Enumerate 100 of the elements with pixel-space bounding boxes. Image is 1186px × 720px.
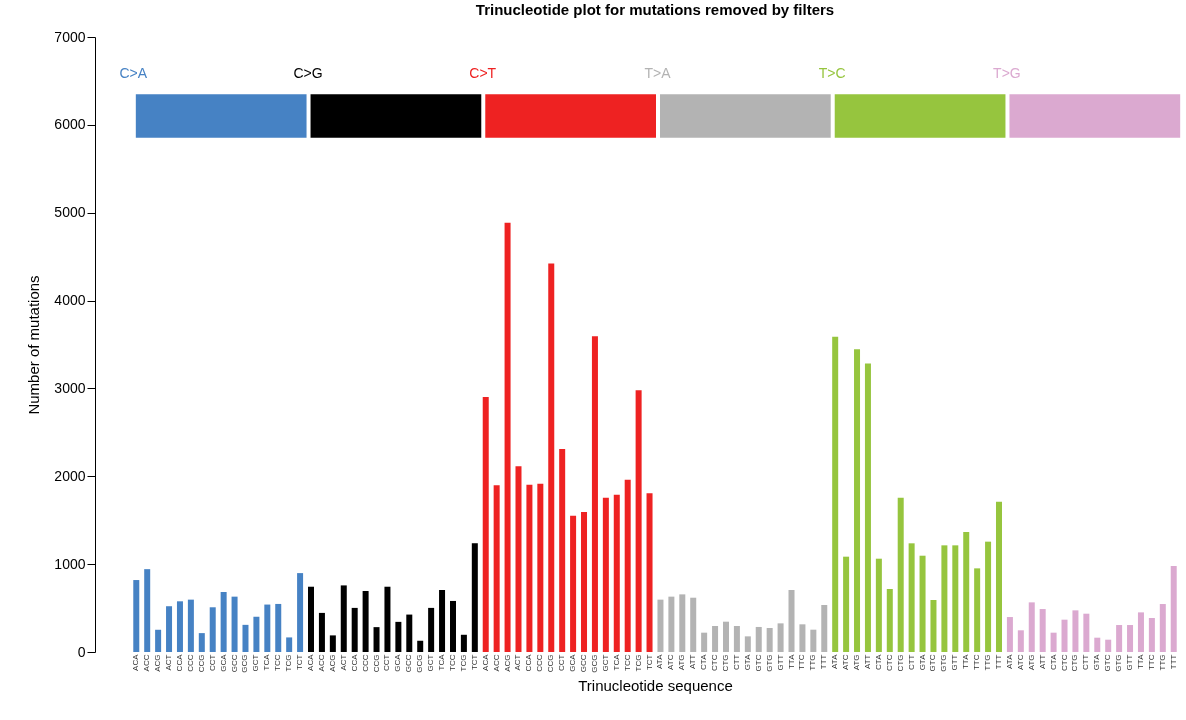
- y-tick-label: 6000: [54, 116, 86, 133]
- x-tick-label: TCG: [458, 654, 468, 672]
- bar: [679, 594, 686, 652]
- x-tick-label: TCC: [273, 654, 283, 671]
- x-tick-label: TCT: [469, 654, 479, 671]
- bar: [460, 634, 467, 652]
- x-tick-label: ACG: [153, 654, 163, 672]
- x-tick-label: ATC: [841, 654, 851, 670]
- x-tick-label: TTT: [819, 654, 829, 670]
- bar: [1105, 639, 1112, 652]
- x-tick-label: ATC: [1015, 654, 1025, 670]
- bar: [1148, 618, 1155, 652]
- x-tick-label: ACA: [480, 653, 490, 671]
- x-tick-label: TCG: [284, 654, 294, 672]
- x-tick-label: CCT: [382, 654, 392, 671]
- x-tick-label: CTT: [731, 654, 741, 671]
- x-tick-label: GTG: [764, 654, 774, 672]
- bar: [1039, 609, 1046, 652]
- bar: [428, 607, 435, 652]
- bar: [1028, 602, 1035, 652]
- text: C>A: [119, 64, 148, 81]
- x-tick-label: ATT: [862, 654, 872, 670]
- x-tick-label: TCT: [644, 654, 654, 671]
- bar: [744, 636, 751, 652]
- bar: [591, 336, 598, 652]
- bar: [941, 545, 948, 652]
- x-tick-label: CCG: [371, 654, 381, 673]
- x-tick-label: CTC: [710, 654, 720, 671]
- x-tick-label: ACT: [513, 654, 523, 671]
- bar: [493, 485, 500, 652]
- x-tick-label: ACC: [491, 654, 501, 672]
- x-tick-label: GTT: [775, 654, 785, 671]
- x-tick-label: GCT: [426, 654, 436, 672]
- x-tick-label: CCA: [349, 653, 359, 672]
- bar: [318, 612, 325, 652]
- bar: [297, 573, 304, 652]
- bar: [1083, 613, 1090, 652]
- bar: [963, 531, 970, 652]
- x-tick-label: TTT: [993, 654, 1003, 670]
- x-tick-label: ACC: [316, 654, 326, 672]
- x-tick-label: ACA: [306, 653, 316, 671]
- x-tick-label: GCC: [579, 654, 589, 673]
- bar: [275, 603, 282, 652]
- x-tick-label: GCC: [229, 654, 239, 673]
- x-tick-label: ACT: [164, 654, 174, 671]
- x-tick-label: TCG: [633, 654, 643, 672]
- x-tick-label: GTC: [753, 654, 763, 672]
- bar: [832, 336, 839, 652]
- bar: [406, 614, 413, 652]
- bar: [144, 569, 151, 652]
- x-tick-label: GTT: [950, 654, 960, 671]
- x-tick-label: TTG: [983, 654, 993, 671]
- x-tick-label: CTG: [1070, 654, 1080, 672]
- x-tick-label: ATC: [666, 654, 676, 670]
- bar: [722, 621, 729, 652]
- bar: [701, 632, 708, 652]
- y-axis-title: Number of mutations: [25, 275, 43, 415]
- x-tick-label: CCA: [524, 653, 534, 672]
- text: C>G: [293, 64, 323, 81]
- x-tick-label: ATG: [852, 654, 862, 671]
- y-tick-label: 5000: [54, 204, 86, 221]
- bar: [548, 263, 555, 652]
- x-tick-label: CTA: [1048, 653, 1058, 670]
- x-tick-label: TTA: [786, 653, 796, 670]
- bar: [777, 623, 784, 652]
- bar: [449, 600, 456, 652]
- bar: [690, 597, 697, 652]
- y-tick-label: 1000: [54, 555, 86, 572]
- x-tick-label: CCT: [557, 654, 567, 671]
- x-tick-label: CTC: [1059, 654, 1069, 671]
- bar: [482, 397, 489, 652]
- bar: [1137, 612, 1144, 652]
- bar: [373, 627, 380, 652]
- x-tick-label: TCC: [622, 654, 632, 671]
- bar: [155, 629, 162, 652]
- chart-title: Trinucleotide plot for mutations removed by filters: [475, 1, 835, 18]
- bar: [788, 589, 795, 652]
- bar: [1017, 630, 1024, 652]
- x-tick-label: ATG: [1026, 654, 1036, 671]
- bar: [886, 589, 893, 652]
- x-tick-label: CCA: [174, 653, 184, 672]
- bar: [897, 497, 904, 652]
- bar: [362, 591, 369, 652]
- x-tick-label: GCT: [251, 654, 261, 672]
- bar: [242, 624, 249, 652]
- bar: [570, 515, 577, 652]
- x-tick-label: ACA: [131, 653, 141, 671]
- bar: [526, 484, 533, 652]
- bar: [821, 605, 828, 652]
- y-tick-label: 7000: [54, 28, 86, 45]
- bar: [1094, 637, 1101, 652]
- x-tick-label: TTT: [1168, 654, 1178, 670]
- bar: [471, 543, 478, 652]
- bar: [581, 512, 588, 652]
- x-tick-label: CCG: [196, 654, 206, 673]
- x-tick-label: CCG: [546, 654, 556, 673]
- x-tick-label: GTC: [928, 654, 938, 672]
- x-axis-title: Trinucleotide sequence: [578, 676, 733, 694]
- x-tick-label: CTA: [699, 653, 709, 670]
- bar: [253, 616, 260, 652]
